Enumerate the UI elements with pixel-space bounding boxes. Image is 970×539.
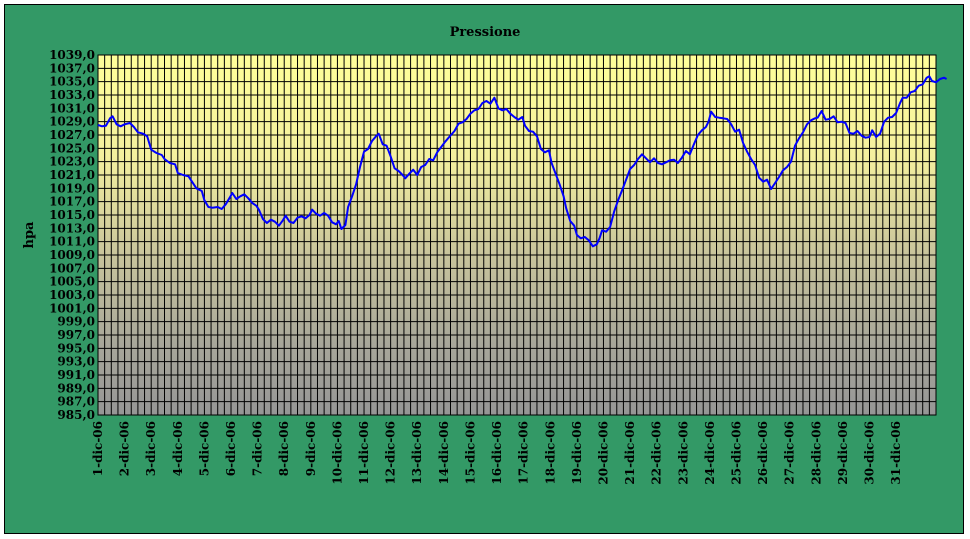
x-tick-label: 20-dic-06 [596, 421, 610, 485]
y-tick-label: 1033,0 [49, 88, 95, 102]
y-tick-label: 1025,0 [49, 141, 95, 155]
y-tick-label: 1001,0 [49, 301, 95, 315]
y-tick-label: 1037,0 [49, 61, 95, 75]
y-tick-label: 1013,0 [49, 221, 95, 235]
y-tick-label: 1027,0 [49, 128, 95, 142]
y-tick-label: 1015,0 [49, 208, 95, 222]
x-tick-label: 21-dic-06 [623, 421, 637, 485]
x-tick-label: 13-dic-06 [410, 421, 424, 485]
x-tick-label: 31-dic-06 [889, 421, 903, 485]
x-tick-label: 26-dic-06 [756, 421, 770, 485]
y-tick-label: 985,0 [57, 408, 95, 422]
x-tick-label: 2-dic-06 [118, 421, 132, 476]
y-tick-label: 1031,0 [49, 101, 95, 115]
x-tick-label: 16-dic-06 [490, 421, 504, 485]
x-tick-label: 24-dic-06 [703, 421, 717, 485]
y-tick-label: 1019,0 [49, 181, 95, 195]
x-tick-label: 27-dic-06 [783, 421, 797, 485]
x-tick-label: 25-dic-06 [729, 421, 743, 485]
y-tick-label: 995,0 [57, 341, 95, 355]
y-tick-label: 1011,0 [49, 235, 95, 249]
chart-title: Pressione [450, 25, 521, 40]
x-tick-label: 7-dic-06 [251, 421, 265, 476]
x-tick-label: 9-dic-06 [304, 421, 318, 476]
x-tick-label: 6-dic-06 [224, 421, 238, 476]
x-tick-label: 18-dic-06 [543, 421, 557, 485]
pressure-line [97, 75, 948, 248]
x-tick-label: 4-dic-06 [171, 421, 185, 476]
y-tick-label: 1003,0 [49, 288, 95, 302]
y-tick-label: 1029,0 [49, 115, 95, 129]
y-tick-label: 987,0 [57, 395, 95, 409]
y-tick-label: 1007,0 [49, 261, 95, 275]
x-tick-label: 12-dic-06 [384, 421, 398, 485]
x-tick-label: 30-dic-06 [862, 421, 876, 485]
x-tick-label: 15-dic-06 [463, 421, 477, 485]
x-axis: 1-dic-06 2-dic-06 3-dic-06 4-dic-06 5-dic-06… [91, 421, 903, 485]
y-tick-label: 1039,0 [49, 48, 95, 62]
y-tick-label: 1009,0 [49, 248, 95, 262]
y-tick-label: 1035,0 [49, 75, 95, 89]
y-tick-label: 999,0 [57, 315, 95, 329]
x-tick-label: 29-dic-06 [836, 421, 850, 485]
y-tick-label: 993,0 [57, 355, 95, 369]
y-tick-label: 991,0 [57, 368, 95, 382]
plot-border [97, 54, 937, 416]
x-tick-label: 28-dic-06 [809, 421, 823, 485]
x-tick-label: 1-dic-06 [91, 421, 105, 476]
x-tick-label: 23-dic-06 [676, 421, 690, 485]
y-axis: 1039,01037,01035,01033,01031,01029,01027… [49, 48, 95, 422]
x-tick-label: 3-dic-06 [144, 421, 158, 476]
y-tick-label: 1005,0 [49, 275, 95, 289]
x-tick-label: 17-dic-06 [517, 421, 531, 485]
x-tick-label: 22-dic-06 [650, 421, 664, 485]
y-tick-label: 1023,0 [49, 155, 95, 169]
y-tick-label: 1017,0 [49, 195, 95, 209]
x-tick-label: 8-dic-06 [277, 421, 291, 476]
y-tick-label: 989,0 [57, 381, 95, 395]
x-tick-label: 5-dic-06 [197, 421, 211, 476]
y-axis-label: hpa [22, 221, 37, 249]
x-tick-label: 10-dic-06 [330, 421, 344, 485]
grid [98, 54, 936, 416]
x-tick-label: 14-dic-06 [437, 421, 451, 485]
x-tick-label: 19-dic-06 [570, 421, 584, 485]
y-tick-label: 997,0 [57, 328, 95, 342]
y-tick-label: 1021,0 [49, 168, 95, 182]
x-tick-label: 11-dic-06 [357, 421, 371, 485]
